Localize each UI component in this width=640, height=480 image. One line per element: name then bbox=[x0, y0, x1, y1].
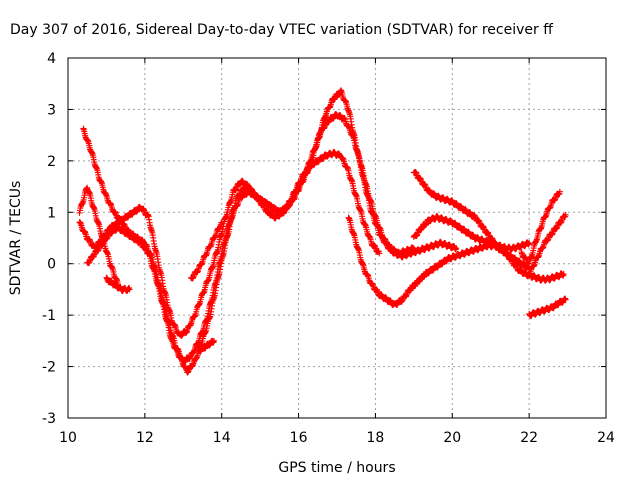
x-tick-label: 20 bbox=[443, 430, 461, 446]
data-point bbox=[376, 250, 383, 257]
y-tick-label: -2 bbox=[42, 360, 56, 376]
y-tick-label: 4 bbox=[47, 51, 56, 67]
data-point bbox=[410, 245, 417, 252]
x-tick-label: 24 bbox=[597, 430, 615, 446]
x-tick-label: 16 bbox=[290, 430, 308, 446]
x-tick-label: 18 bbox=[367, 430, 385, 446]
x-tick-label: 12 bbox=[136, 430, 154, 446]
series-arc-4 bbox=[76, 184, 121, 288]
series-arc-2 bbox=[80, 110, 417, 366]
series-arc-3 bbox=[84, 148, 383, 376]
y-axis-ticks: -3 -2 -1 0 1 2 3 4 bbox=[42, 51, 606, 427]
series-arc-12 bbox=[526, 295, 569, 320]
data-point bbox=[126, 286, 133, 293]
x-tick-label: 14 bbox=[213, 430, 231, 446]
data-point bbox=[453, 245, 460, 252]
data-point bbox=[562, 296, 569, 303]
x-axis-label: GPS time / hours bbox=[278, 460, 395, 476]
series-arc-5 bbox=[103, 274, 133, 294]
data-point bbox=[218, 219, 225, 226]
y-axis-label: SDTVAR / TECUs bbox=[8, 181, 24, 296]
y-tick-label: -3 bbox=[42, 411, 56, 427]
data-markers bbox=[76, 87, 569, 376]
series-arc-10 bbox=[410, 212, 533, 253]
plot-frame bbox=[67, 57, 607, 419]
x-tick-label: 10 bbox=[59, 430, 77, 446]
x-axis-ticks: 10 12 14 16 18 20 22 24 bbox=[59, 58, 615, 446]
data-point bbox=[562, 211, 569, 218]
x-tick-label: 22 bbox=[520, 430, 538, 446]
series-arc-11 bbox=[518, 188, 563, 267]
series-arc-6 bbox=[187, 219, 225, 282]
y-tick-label: -1 bbox=[42, 308, 56, 324]
data-point bbox=[556, 188, 563, 195]
data-point bbox=[211, 337, 218, 344]
data-point bbox=[560, 271, 567, 277]
chart-title: Day 307 of 2016, Sidereal Day-to-day VTE… bbox=[10, 22, 553, 38]
series-arc-7 bbox=[195, 337, 218, 355]
data-point bbox=[526, 240, 533, 247]
grid bbox=[68, 58, 606, 418]
series-arc-13 bbox=[526, 211, 569, 279]
y-tick-label: 3 bbox=[47, 102, 56, 118]
y-tick-label: 0 bbox=[47, 257, 56, 273]
y-tick-label: 1 bbox=[47, 205, 56, 221]
y-tick-label: 2 bbox=[47, 154, 56, 170]
